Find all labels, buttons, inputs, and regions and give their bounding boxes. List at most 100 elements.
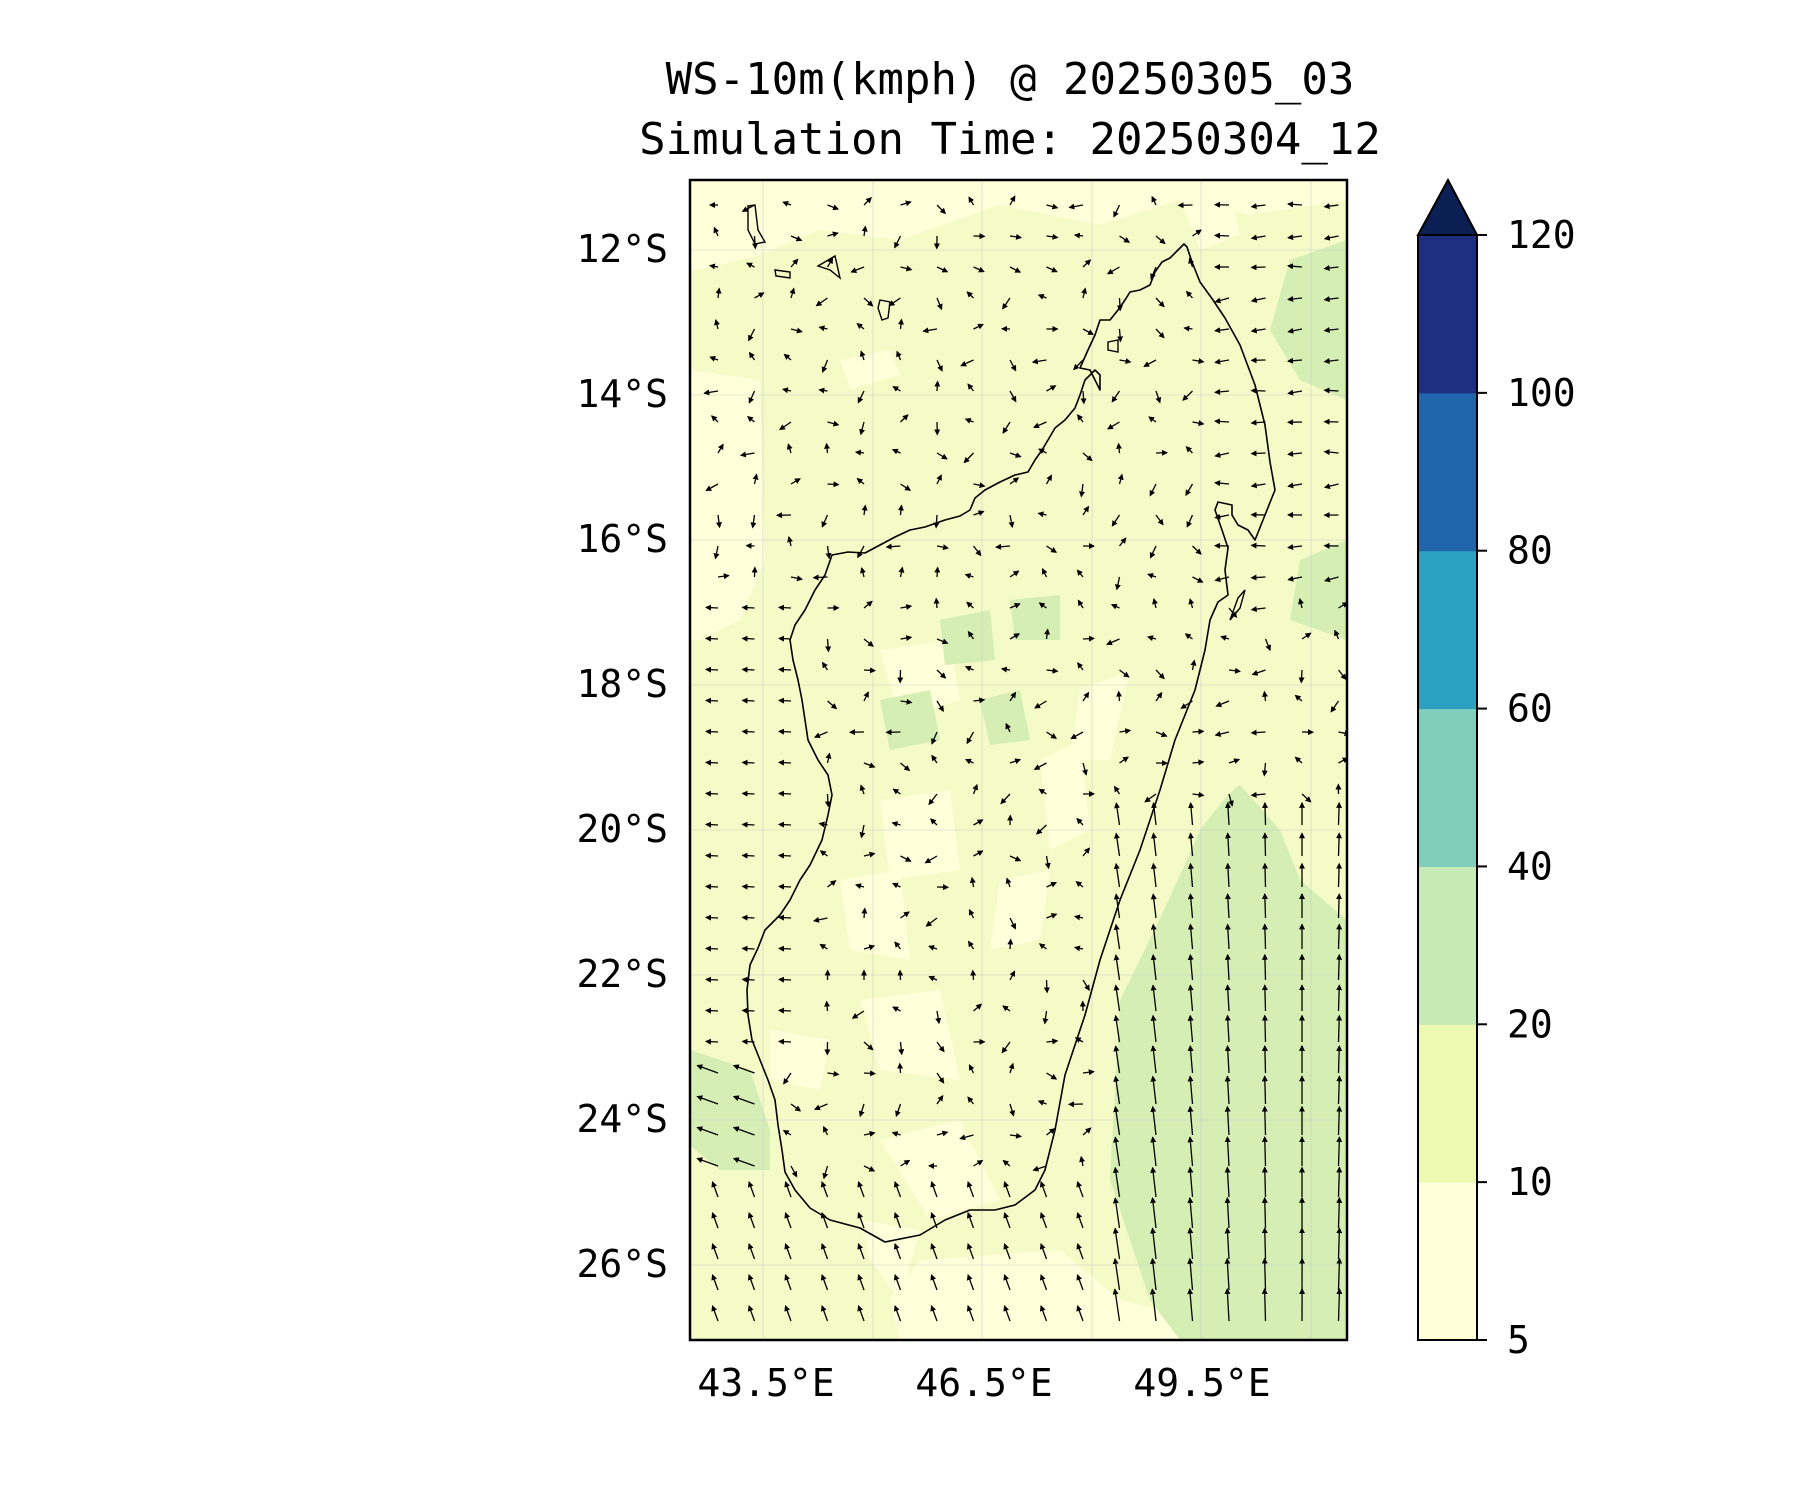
wind-vector (1251, 669, 1266, 676)
wind-vector (1224, 1288, 1231, 1322)
wind-vector (1323, 358, 1339, 365)
wind-vector (1336, 1045, 1343, 1074)
wind-vector (827, 204, 840, 211)
wind-vector (741, 635, 755, 642)
wind-vector (1261, 1288, 1268, 1322)
wind-vector (1324, 576, 1339, 583)
madagascar-coastline (746, 243, 1276, 1243)
wind-vector (1009, 758, 1022, 765)
wind-vector (732, 1157, 755, 1167)
wind-vector (968, 940, 975, 950)
wind-vector (778, 666, 792, 673)
wind-vector (1112, 1197, 1121, 1229)
wind-vector (1002, 421, 1011, 434)
wind-vector (859, 784, 866, 795)
wind-vector (820, 1243, 829, 1260)
wind-vector (1113, 785, 1121, 795)
wind-vector (1079, 483, 1085, 498)
wind-vector (892, 788, 901, 795)
wind-vector (1336, 832, 1343, 857)
wind-vector (732, 1064, 755, 1074)
wind-vector (715, 514, 722, 529)
wind-vector (1110, 603, 1120, 610)
wind-vector (1261, 1196, 1268, 1229)
wind-vector (1034, 700, 1047, 709)
lon-label-46-5e: 46.5°E (915, 1361, 1052, 1405)
wind-vector (1044, 628, 1051, 640)
wind-vector (1192, 791, 1205, 798)
wind-vector (968, 909, 975, 919)
wind-vector (1262, 801, 1269, 826)
wind-vector (1111, 514, 1121, 527)
wind-vector (1214, 513, 1230, 520)
wind-vector (1261, 1166, 1268, 1198)
wind-vector (1261, 1075, 1268, 1105)
wind-vector (784, 1305, 792, 1322)
wind-vector (1039, 1181, 1048, 1198)
wind-vector (1224, 1227, 1231, 1260)
wind-vector (1107, 421, 1120, 430)
wind-vector (1045, 474, 1053, 485)
wind-vector (1224, 953, 1231, 981)
wind-vector (925, 917, 938, 927)
wind-vector (1150, 1197, 1157, 1229)
wind-vector (1075, 880, 1084, 888)
wind-vector (893, 1243, 902, 1260)
wind-vector (1005, 877, 1012, 888)
wind-vector (784, 1243, 792, 1260)
wind-vector (1111, 390, 1121, 403)
wind-vector (1007, 938, 1014, 950)
wind-vector (1298, 669, 1305, 684)
wind-vector (1113, 1106, 1121, 1136)
wind-vector (897, 969, 904, 981)
wind-vector (863, 691, 869, 702)
wind-vector (967, 630, 975, 640)
wind-vector (1151, 802, 1158, 826)
wind-vector (1224, 1075, 1231, 1105)
wind-vector (790, 235, 803, 242)
wind-vector (813, 916, 828, 923)
wind-vector (1074, 945, 1084, 952)
wind-vector (1009, 570, 1020, 578)
wind-vector (863, 196, 872, 206)
wind-vector (897, 318, 904, 330)
wind-vector (820, 1212, 829, 1229)
wind-vector (1070, 731, 1084, 740)
wind-vector (972, 545, 982, 557)
wind-vector (928, 945, 938, 951)
wind-vector (966, 1274, 975, 1291)
wind-vector (1336, 1166, 1343, 1198)
lat-label-26s: 26°S (576, 1242, 668, 1286)
wind-vector (885, 543, 901, 550)
wind-vector (973, 266, 985, 273)
wind-vector (784, 1212, 792, 1229)
wind-vector (1287, 575, 1303, 582)
wind-vector (1082, 1127, 1092, 1136)
wind-vector (900, 698, 913, 705)
wind-vector (1192, 576, 1204, 583)
wind-vector (1112, 1257, 1121, 1291)
wind-vector (1116, 297, 1123, 312)
wind-vector (1150, 266, 1157, 280)
wind-vector (1112, 1288, 1121, 1322)
wind-vector (747, 1212, 756, 1229)
wind-vector (1224, 984, 1231, 1012)
wind-vector (1119, 235, 1131, 243)
wind-vector (861, 225, 868, 237)
wind-vector (1187, 1197, 1194, 1229)
wind-vector (789, 287, 796, 299)
wind-vector (790, 327, 803, 334)
wind-vector (900, 855, 912, 862)
wind-vector (741, 697, 755, 704)
wind-vector (1323, 327, 1339, 334)
wind-vector (1143, 359, 1157, 367)
wind-vector (827, 880, 837, 888)
wind-vector (1287, 482, 1303, 489)
wind-vector (1287, 544, 1303, 551)
wind-vector (1009, 266, 1022, 273)
wind-vector (1183, 325, 1193, 332)
wind-vector (1287, 234, 1303, 241)
wind-vector (1250, 482, 1266, 489)
wind-vector (1188, 598, 1195, 609)
